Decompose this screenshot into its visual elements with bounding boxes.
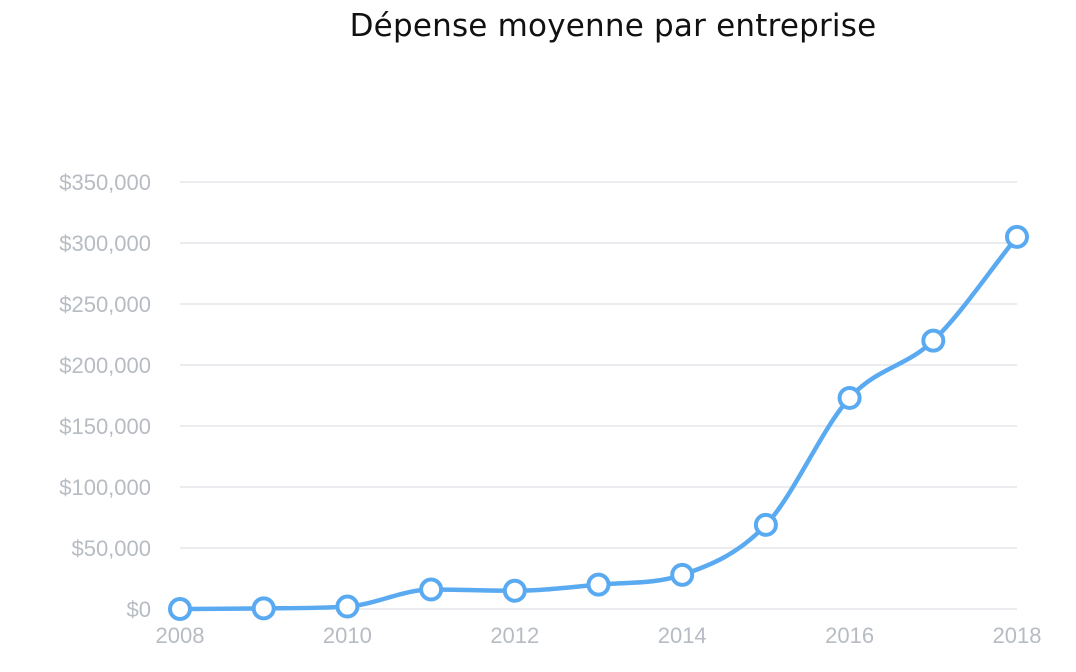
x-tick-label: 2008 [156,623,205,648]
data-point[interactable] [251,596,276,621]
grid-lines [180,181,1017,610]
x-tick-label: 2014 [658,623,707,648]
x-tick-label: 2018 [993,623,1042,648]
data-point[interactable] [502,578,527,603]
data-point[interactable] [1005,224,1029,249]
y-tick-label: $0 [127,597,151,622]
y-tick-label: $150,000 [59,414,151,439]
data-point[interactable] [753,512,778,537]
y-tick-label: $300,000 [59,231,151,256]
series-layer [168,224,1029,621]
data-point[interactable] [419,577,444,602]
data-point[interactable] [168,597,192,621]
chart-title: Dépense moyenne par entreprise [349,8,877,44]
data-point[interactable] [921,328,946,353]
series-line [177,234,1020,612]
data-point[interactable] [335,594,360,619]
y-tick-label: $250,000 [59,292,151,317]
y-tick-label: $200,000 [59,353,151,378]
x-tick-label: 2010 [323,623,372,648]
data-point[interactable] [670,562,695,587]
x-tick-label: 2016 [825,623,874,648]
data-point[interactable] [586,572,611,597]
x-tick-label: 2012 [490,623,539,648]
y-tick-label: $50,000 [71,536,151,561]
y-axis-tick-labels: $0 $50,000 $100,000 $150,000 $200,000 $250,00… [59,170,151,622]
data-point[interactable] [837,385,862,410]
y-tick-label: $100,000 [59,475,151,500]
x-axis-tick-labels: 2008 2010 2012 2014 2016 2018 [156,623,1042,648]
y-tick-label: $350,000 [59,170,151,195]
